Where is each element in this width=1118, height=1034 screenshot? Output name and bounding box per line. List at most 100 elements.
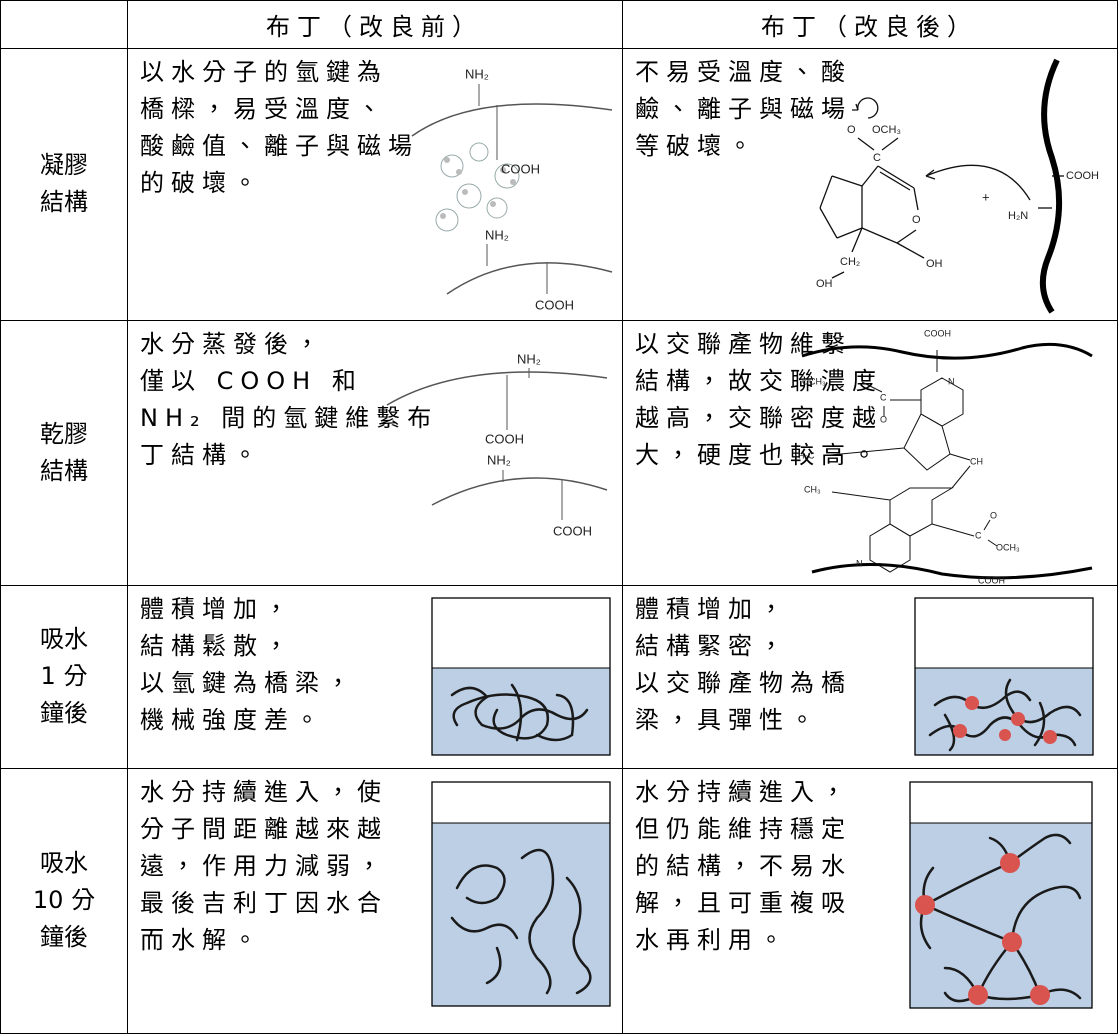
text-line: 乾膠	[40, 419, 88, 448]
cell-text: 以交聯產物維繫 結構，故交聯濃度 越高，交聯密度越 大，硬度也較高。	[635, 326, 883, 474]
text-line: 大，硬度也較高。	[635, 441, 883, 469]
row-header: 吸水 1 分鐘後	[0, 585, 128, 769]
diagram-shape	[440, 213, 446, 219]
diagram-shape	[801, 342, 1093, 360]
diagram-shape	[831, 175, 863, 187]
text-line: 丁結構。	[140, 441, 264, 469]
text-line: 凝膠	[40, 151, 88, 179]
cell-text: 以水分子的氫鍵為 橋樑，易受溫度、酸鹼值、離子與磁場 的破壞。	[140, 54, 419, 202]
row-header: 乾膠 結構	[0, 320, 128, 586]
beaker-figure	[914, 597, 1094, 756]
diagram-shape	[861, 381, 883, 393]
text-line: 越高，交聯密度越	[635, 404, 883, 432]
text-line: 的破壞。	[140, 169, 264, 197]
diagram-shape	[1011, 712, 1025, 726]
text-line: 水分持續進入，使	[140, 778, 388, 806]
text-line: 鐘後	[40, 699, 88, 727]
diagram-shape	[925, 164, 1031, 201]
figure-label: CH₂	[840, 256, 860, 268]
text-line: 分子間距離越來越	[140, 815, 388, 843]
diagram-shape	[435, 208, 459, 232]
figure-label: NH₂	[465, 66, 489, 81]
text-line: 橋樑，易受溫度、	[140, 95, 388, 123]
text-line: 結構	[40, 188, 88, 216]
text-line: 吸水	[40, 625, 88, 653]
figure-label: O	[847, 124, 856, 136]
diagram-shape	[922, 833, 1072, 907]
text-line: NH₂ 間的氫鍵維繫布	[140, 404, 439, 432]
cell: 水分持續進入， 但仍能維持穩定 的結構，不易水 解，且可重複吸 水再利用。	[622, 768, 1118, 1034]
diagram-shape	[452, 693, 550, 740]
diagram-shape	[953, 696, 1057, 744]
text-line: 體積增加，	[635, 595, 790, 623]
text-line: 酸鹼值、離子與磁場	[140, 132, 419, 160]
diagram-shape	[915, 853, 1050, 1005]
diagram-shape	[819, 97, 1064, 279]
figure-label: OH	[816, 278, 833, 290]
figure-label: COOH	[924, 328, 951, 338]
text-line: 不易受溫度、酸	[635, 58, 852, 86]
diagram-shape	[811, 563, 1093, 580]
row-header: 凝膠 結構	[0, 48, 128, 321]
diagram-shape	[920, 377, 964, 427]
column-header: 布丁（改良前）	[127, 0, 623, 49]
diagram-shape	[925, 169, 936, 180]
text-line: 結構緊密，	[635, 632, 790, 660]
figure-label: N	[856, 558, 863, 568]
diagram-shape	[951, 465, 971, 489]
text-line: 等破壞。	[635, 132, 759, 160]
diagram-shape	[877, 165, 915, 189]
text-line: 以水分子的氫鍵為	[140, 58, 388, 86]
diagram-shape	[486, 197, 508, 219]
figure-label: C	[880, 392, 887, 402]
text-line: 梁，具彈性。	[635, 706, 821, 734]
diagram-shape	[889, 487, 954, 537]
figure-label: O	[880, 414, 887, 424]
figure-label: COOH	[485, 431, 524, 446]
text-line: 1 分	[40, 662, 88, 690]
diagram-shape	[881, 137, 899, 151]
diagram-shape	[490, 201, 496, 207]
cell: 以水分子的氫鍵為 橋樑，易受溫度、酸鹼值、離子與磁場 的破壞。 NH₂ COOH N…	[127, 48, 623, 321]
diagram-shape	[431, 781, 611, 1007]
row-header: 吸水 10 分鐘後	[0, 768, 128, 1034]
diagram-shape	[831, 491, 891, 501]
diagram-shape	[857, 97, 879, 119]
diagram-shape	[831, 271, 845, 279]
cell-text: 水分持續進入， 但仍能維持穩定 的結構，不易水 解，且可重複吸 水再利用。	[635, 774, 852, 959]
figure-label: C	[975, 530, 982, 540]
diagram-shape	[456, 169, 462, 175]
figure-label: COOH	[535, 297, 574, 312]
hydrogen-bond-figure: NH₂ COOH NH₂ COOH	[411, 66, 613, 312]
text-line: 水再利用。	[635, 926, 790, 954]
diagram-shape	[987, 539, 998, 547]
figure-label: CH	[970, 456, 983, 466]
diagram-shape	[915, 668, 1093, 755]
diagram-shape	[968, 985, 988, 1005]
text-line: 結構鬆散，	[140, 632, 295, 660]
diagram-shape	[819, 175, 833, 209]
cell: 以交聯產物維繫 結構，故交聯濃度 越高，交聯密度越 大，硬度也較高。 COOH OCH…	[622, 320, 1118, 586]
diagram-shape	[910, 823, 1092, 1008]
diagram-shape	[1000, 853, 1020, 873]
cell: 水分蒸發後， 僅以 COOH 和 NH₂ 間的氫鍵維繫布 丁結構。 NH₂ COOH …	[127, 320, 623, 586]
diagram-shape	[431, 597, 611, 756]
figure-label: NH₂	[485, 227, 509, 242]
diagram-shape	[953, 724, 967, 738]
figure-label: OCH₃	[872, 124, 901, 136]
figure-label: +	[982, 189, 990, 204]
dry-gel-figure: NH₂ COOH NH₂ COOH	[386, 351, 608, 538]
diagram-shape	[469, 142, 489, 162]
diagram-shape	[933, 678, 1082, 724]
figure-label: OCH₃	[802, 376, 826, 386]
text-line: 以交聯產物為橋	[635, 669, 852, 697]
cell-text: 水分蒸發後， 僅以 COOH 和 NH₂ 間的氫鍵維繫布 丁結構。	[140, 326, 438, 474]
diagram-shape	[836, 227, 863, 239]
text-line: 鐘後	[40, 923, 88, 951]
text-line: 10 分	[32, 886, 96, 914]
diagram-shape	[462, 189, 468, 195]
text-line: 水分持續進入，	[635, 778, 852, 806]
beaker-figure	[431, 597, 611, 756]
text-line: 機械強度差。	[140, 706, 326, 734]
text-line: 解，且可重複吸	[635, 889, 852, 917]
